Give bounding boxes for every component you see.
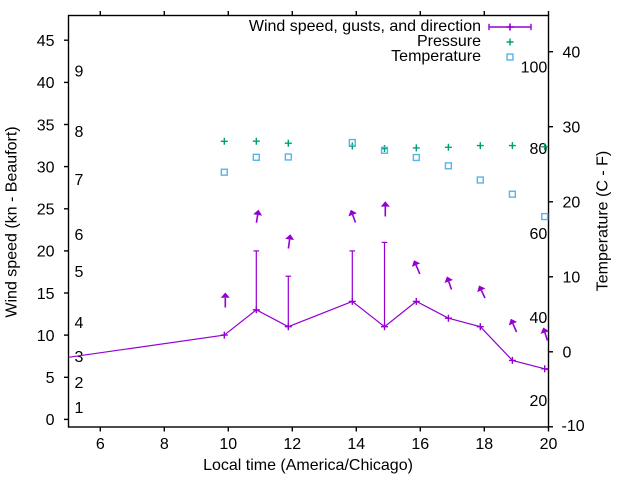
svg-text:20: 20 bbox=[563, 195, 581, 212]
svg-text:3: 3 bbox=[75, 349, 84, 366]
svg-text:Temperature (C - F): Temperature (C - F) bbox=[595, 151, 612, 291]
svg-text:4: 4 bbox=[75, 315, 84, 332]
svg-text:45: 45 bbox=[37, 33, 55, 50]
svg-text:Pressure: Pressure bbox=[417, 33, 481, 50]
svg-text:0: 0 bbox=[46, 412, 55, 429]
svg-text:10: 10 bbox=[563, 270, 581, 287]
svg-text:20: 20 bbox=[540, 436, 558, 453]
svg-text:20: 20 bbox=[37, 244, 55, 261]
svg-text:0: 0 bbox=[563, 345, 572, 362]
svg-text:2: 2 bbox=[75, 375, 84, 392]
svg-text:15: 15 bbox=[37, 286, 55, 303]
svg-text:8: 8 bbox=[75, 124, 84, 141]
svg-text:Local time (America/Chicago): Local time (America/Chicago) bbox=[203, 457, 413, 474]
svg-text:5: 5 bbox=[75, 264, 84, 281]
svg-text:80: 80 bbox=[530, 141, 548, 158]
svg-text:40: 40 bbox=[37, 75, 55, 92]
svg-text:6: 6 bbox=[75, 227, 84, 244]
svg-text:30: 30 bbox=[563, 120, 581, 137]
svg-text:6: 6 bbox=[96, 436, 105, 453]
svg-text:12: 12 bbox=[283, 436, 301, 453]
svg-text:35: 35 bbox=[37, 117, 55, 134]
svg-text:25: 25 bbox=[37, 202, 55, 219]
svg-text:Wind speed (kn - Beaufort): Wind speed (kn - Beaufort) bbox=[4, 126, 21, 317]
svg-text:9: 9 bbox=[75, 63, 84, 80]
svg-text:5: 5 bbox=[46, 370, 55, 387]
svg-text:18: 18 bbox=[475, 436, 493, 453]
svg-text:7: 7 bbox=[75, 172, 84, 189]
svg-text:Temperature: Temperature bbox=[391, 48, 481, 65]
svg-text:1: 1 bbox=[75, 400, 84, 417]
svg-text:14: 14 bbox=[347, 436, 365, 453]
svg-text:20: 20 bbox=[530, 393, 548, 410]
svg-text:-10: -10 bbox=[562, 418, 585, 435]
svg-text:10: 10 bbox=[219, 436, 237, 453]
svg-text:40: 40 bbox=[530, 310, 548, 327]
svg-text:16: 16 bbox=[411, 436, 429, 453]
svg-text:100: 100 bbox=[521, 59, 548, 76]
svg-text:40: 40 bbox=[563, 45, 581, 62]
svg-text:60: 60 bbox=[530, 226, 548, 243]
svg-text:Wind speed, gusts, and directi: Wind speed, gusts, and direction bbox=[249, 18, 481, 35]
svg-text:10: 10 bbox=[37, 328, 55, 345]
svg-text:8: 8 bbox=[160, 436, 169, 453]
svg-text:30: 30 bbox=[37, 159, 55, 176]
